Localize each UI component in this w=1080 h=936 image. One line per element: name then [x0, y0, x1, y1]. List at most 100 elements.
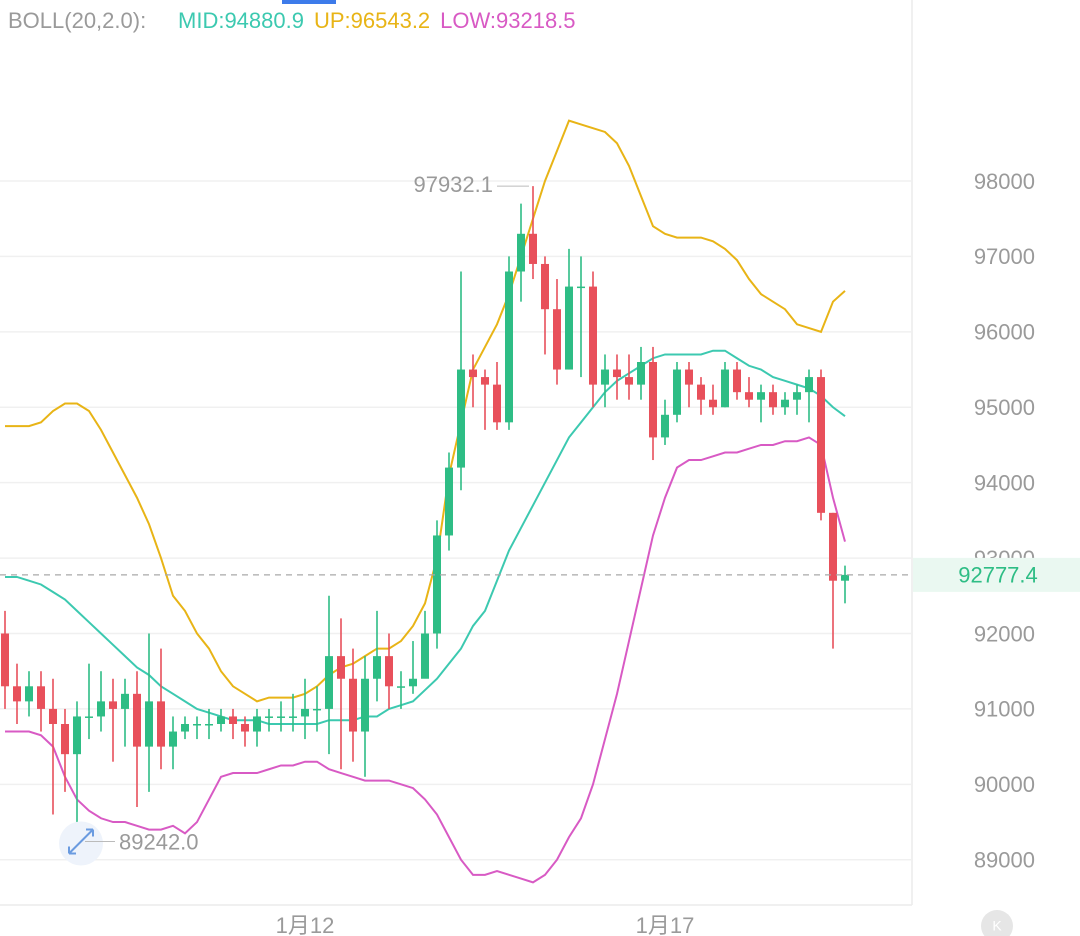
bollinger-lines [5, 119, 846, 884]
candle-body [289, 716, 297, 718]
candle-body [97, 701, 105, 717]
candles [1, 186, 849, 842]
band-line [5, 119, 846, 703]
y-tick-label: 91000 [974, 697, 1035, 722]
candle-body [529, 233, 537, 264]
legend-entry: LOW:93218.5 [440, 8, 575, 33]
candle-body [697, 384, 705, 400]
candle-body [109, 701, 117, 709]
candle-body [445, 467, 453, 536]
legend-entry: UP:96543.2 [314, 8, 430, 33]
candle-body [217, 716, 225, 724]
candle-body [517, 233, 525, 272]
candle-body [241, 724, 249, 732]
candle-body [541, 263, 549, 310]
k-icon[interactable] [981, 910, 1013, 936]
candle-body [613, 369, 621, 378]
x-tick-label: 1月12 [276, 913, 335, 936]
candle-body [229, 716, 237, 724]
candle-body [85, 716, 93, 718]
candle-body [121, 693, 129, 709]
candle-body [601, 369, 609, 385]
candle-body [829, 512, 837, 581]
overlays: 97932.1 89242.0 92777.4 [0, 172, 1080, 866]
candle-body [493, 384, 501, 423]
candle-body [397, 686, 405, 688]
candle-body [193, 724, 201, 726]
y-tick-label: 94000 [974, 470, 1035, 495]
candle-body [505, 271, 513, 423]
indicator-label: BOLL(20,2.0): [8, 8, 146, 33]
legend-entry: MID:94880.9 [178, 8, 304, 33]
price-tag-label: 92777.4 [958, 563, 1038, 588]
y-tick-label: 89000 [974, 848, 1035, 873]
k-icon-letter: K [992, 918, 1002, 934]
annotation-halo [59, 821, 103, 866]
candle-body [781, 399, 789, 408]
y-tick-label: 92000 [974, 621, 1035, 646]
candle-body [349, 678, 357, 732]
band-line [5, 436, 846, 884]
top-indicator [282, 0, 336, 4]
candle-body [361, 678, 369, 732]
candle-body [301, 708, 309, 717]
candle-body [337, 656, 345, 679]
candle-body [661, 414, 669, 438]
y-tick-label: 95000 [974, 395, 1035, 420]
candle-body [205, 724, 213, 726]
candle-body [805, 377, 813, 393]
x-tick-label: 1月17 [636, 913, 695, 936]
candle-body [433, 535, 441, 634]
candle-body [169, 731, 177, 747]
y-tick-label: 96000 [974, 320, 1035, 345]
annotation-label: 89242.0 [119, 829, 199, 854]
candle-body [745, 392, 753, 400]
candle-body [589, 286, 597, 385]
candle-body [637, 362, 645, 385]
candle-body [673, 369, 681, 415]
candle-body [277, 716, 285, 718]
candle-body [481, 377, 489, 385]
candle-body [373, 656, 381, 679]
annotation-label: 97932.1 [413, 172, 493, 197]
candle-body [649, 362, 657, 438]
candle-body [457, 369, 465, 468]
candle-body [61, 724, 69, 755]
candle-body [73, 716, 81, 755]
candle-body [733, 369, 741, 393]
candle-body [253, 716, 261, 732]
candle-body [265, 716, 273, 718]
annotation-icon [68, 828, 94, 855]
band-line [5, 349, 846, 725]
candle-body [409, 678, 417, 687]
candle-body [385, 656, 393, 687]
candle-body [769, 392, 777, 408]
candle-body [157, 701, 165, 747]
y-tick-label: 98000 [974, 169, 1035, 194]
candle-body [37, 686, 45, 709]
candle-body [625, 377, 633, 385]
candle-body [25, 686, 33, 702]
candle-body [757, 392, 765, 400]
candle-body [553, 309, 561, 370]
candle-body [565, 286, 573, 370]
candle-body [325, 656, 333, 709]
candle-body [421, 633, 429, 679]
candle-body [1, 633, 9, 687]
candle-body [145, 701, 153, 747]
candle-body [181, 724, 189, 732]
candle-body [577, 286, 585, 289]
candle-body [49, 708, 57, 724]
candle-body [133, 693, 141, 747]
y-tick-label: 97000 [974, 244, 1035, 269]
candle-body [721, 369, 729, 408]
price-tag [913, 557, 1080, 592]
candle-body [469, 369, 477, 378]
candle-body [841, 574, 849, 581]
candle-body [313, 708, 321, 711]
candle-body [709, 399, 717, 408]
candle-body [817, 377, 825, 513]
y-tick-label: 90000 [974, 772, 1035, 797]
